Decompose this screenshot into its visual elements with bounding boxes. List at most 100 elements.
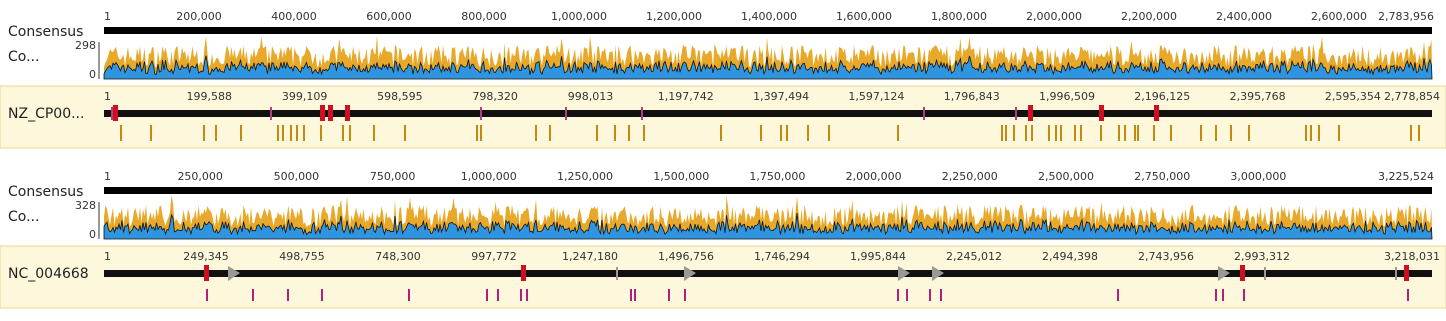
annotation	[906, 289, 908, 301]
feature-mark	[1015, 107, 1017, 120]
feature-arrow	[1218, 266, 1230, 281]
annotation	[786, 125, 788, 141]
annotation	[520, 289, 522, 301]
ruler-label: 2,000,000	[1026, 10, 1082, 23]
ruler-label: 2,200,000	[1121, 10, 1177, 23]
annotation	[206, 289, 208, 301]
feature-mark	[1395, 267, 1397, 280]
consensus-label: Consensus	[8, 184, 83, 200]
annotation	[1170, 125, 1172, 141]
ruler-label: 3,225,524	[1378, 170, 1434, 183]
annotation	[807, 125, 809, 141]
feature-arrow	[898, 266, 910, 281]
annotation	[1318, 125, 1320, 141]
ruler-label: 598,595	[377, 90, 423, 103]
annotation	[668, 289, 670, 301]
ruler-label: 1,800,000	[931, 10, 987, 23]
ruler-label: 1,995,844	[850, 250, 906, 263]
ruler-label: 748,300	[375, 250, 421, 263]
coverage-label: Co...	[8, 209, 39, 225]
annotation	[1410, 125, 1412, 141]
annotation	[614, 125, 616, 141]
annotation	[290, 125, 292, 141]
ruler-label: 1,500,000	[653, 170, 709, 183]
feature-mark	[270, 107, 272, 120]
feature-mark	[641, 107, 643, 120]
ruler-label: 200,000	[176, 10, 222, 23]
annotation	[929, 289, 931, 301]
ruler-label: 1,197,742	[658, 90, 714, 103]
annotation	[303, 125, 305, 141]
annotation	[1080, 125, 1082, 141]
annotation	[215, 125, 217, 141]
ruler-label: 2,395,768	[1230, 90, 1286, 103]
annotation	[1124, 125, 1126, 141]
ruler-label: 2,595,354	[1325, 90, 1381, 103]
annotation	[1100, 125, 1102, 141]
feature-mark	[1404, 265, 1409, 281]
annotation	[780, 125, 782, 141]
ruler-label: 1,750,000	[749, 170, 805, 183]
annotation	[1200, 125, 1202, 141]
ruler-label: 498,755	[279, 250, 325, 263]
annotation	[535, 125, 537, 141]
ruler-label: 199,588	[187, 90, 233, 103]
coverage-low	[103, 55, 1433, 80]
ruler-label: 1,000,000	[551, 10, 607, 23]
ruler-label: 997,772	[471, 250, 517, 263]
annotation	[628, 125, 630, 141]
annotation	[1215, 125, 1217, 141]
feature-arrow	[932, 266, 944, 281]
ruler-label: 798,320	[472, 90, 518, 103]
feature-mark	[616, 267, 618, 280]
ruler-label: 2,245,012	[946, 250, 1002, 263]
feature-mark	[320, 105, 325, 121]
feature-mark	[521, 265, 526, 281]
ruler-label: 2,993,312	[1234, 250, 1290, 263]
annotation	[720, 125, 722, 141]
ruler-label: 2,600,000	[1311, 10, 1367, 23]
annotation	[252, 289, 254, 301]
feature-mark	[565, 107, 567, 120]
coverage-min: 0	[89, 68, 96, 81]
ruler-label: 1,600,000	[836, 10, 892, 23]
feature-mark	[328, 105, 333, 121]
annotation	[1134, 125, 1136, 141]
annotation	[549, 125, 551, 141]
annotation	[1418, 125, 1420, 141]
annotation	[1215, 289, 1217, 301]
ruler-label: 249,345	[183, 250, 229, 263]
ruler-label: 250,000	[177, 170, 223, 183]
annotation	[1048, 125, 1050, 141]
annotation	[684, 289, 686, 301]
sequence-bar	[104, 110, 1432, 117]
consensus-label: Consensus	[8, 24, 83, 40]
ruler-label: 400,000	[271, 10, 317, 23]
coverage-label: Co...	[8, 49, 39, 65]
ruler-label: 1,597,124	[848, 90, 904, 103]
annotation	[596, 125, 598, 141]
annotation	[497, 289, 499, 301]
ruler-label: 2,783,956	[1378, 10, 1434, 23]
ruler-label: 3,218,031	[1384, 250, 1440, 263]
genome-panel: 1 200,000 400,000 600,000 800,000 1,000,000 1,…	[0, 10, 1446, 149]
annotation	[480, 125, 482, 141]
annotation	[940, 289, 942, 301]
sequence-bar	[104, 270, 1432, 277]
coverage-max: 328	[75, 199, 96, 212]
annotation	[287, 289, 289, 301]
ruler-label: 600,000	[366, 10, 412, 23]
ruler-label: 2,500,000	[1038, 170, 1094, 183]
annotation	[1310, 125, 1312, 141]
annotation	[1243, 289, 1245, 301]
feature-arrow	[228, 266, 240, 281]
ruler-label: 1,400,000	[741, 10, 797, 23]
annotation	[1118, 125, 1120, 141]
annotation	[1407, 289, 1409, 301]
consensus-bar	[104, 187, 1432, 194]
ruler-label: 2,778,854	[1384, 90, 1440, 103]
annotation	[1222, 289, 1224, 301]
annotation	[630, 289, 632, 301]
feature-mark	[1240, 265, 1245, 281]
